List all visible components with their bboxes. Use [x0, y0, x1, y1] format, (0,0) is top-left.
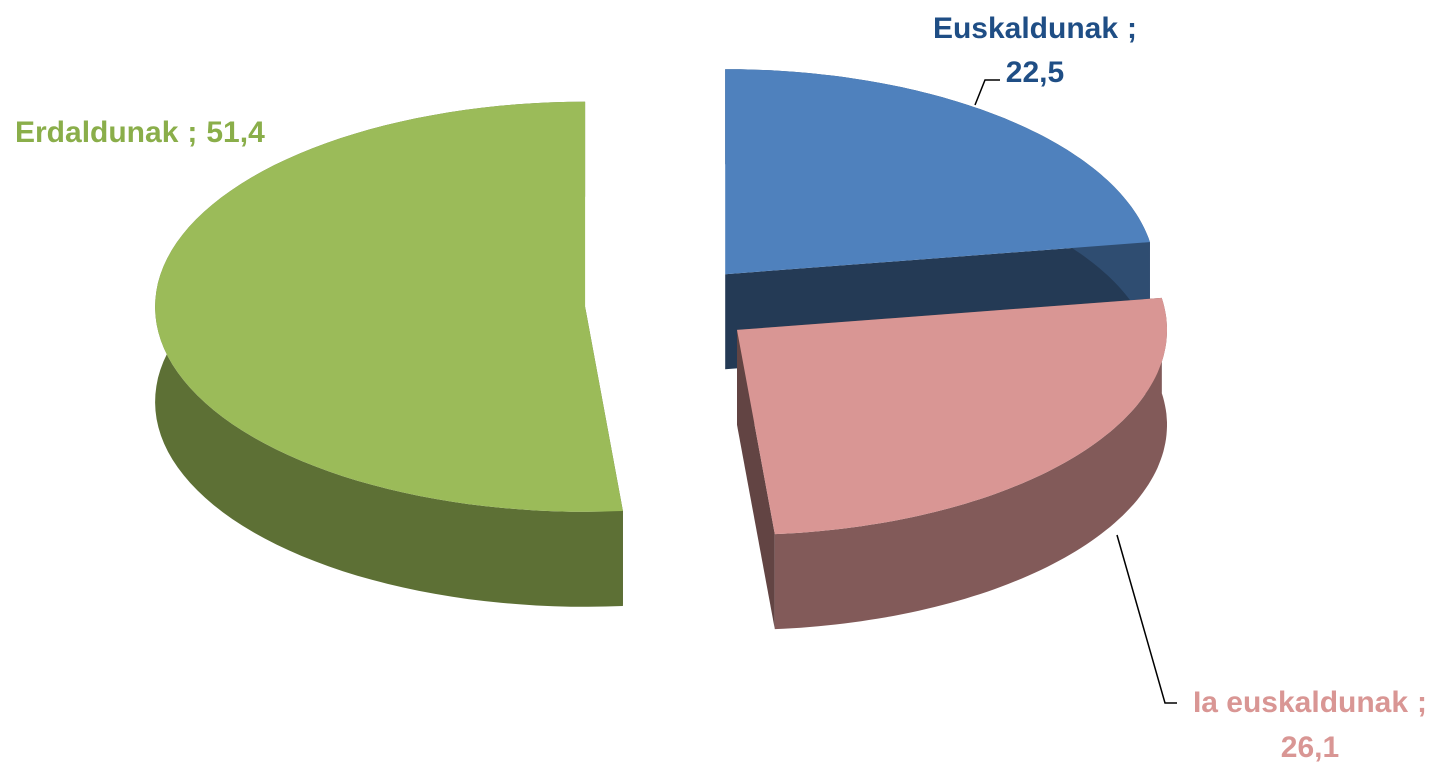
- value-label: 26,1: [1281, 731, 1339, 763]
- label-separator: ;: [187, 116, 197, 149]
- pie: [155, 69, 1167, 630]
- labels: Euskaldunak ; 22,5 Ia euskaldunak ; 26,1 Erdal…: [15, 12, 1427, 763]
- value-label: 22,5: [1006, 56, 1064, 89]
- data-label: Euskaldunak;: [933, 12, 1137, 45]
- category-name: Ia euskaldunak: [1193, 686, 1408, 719]
- category-name: Erdaldunak: [15, 116, 179, 149]
- slice: [737, 297, 1167, 535]
- data-label: Ia euskaldunak;: [1193, 686, 1427, 719]
- slice: [155, 101, 623, 512]
- value-label: 51,4: [206, 116, 265, 149]
- slice-side: [774, 297, 1167, 630]
- data-label: Erdaldunak; 51,4: [15, 116, 265, 149]
- leader-line: [974, 79, 1000, 106]
- slice-side: [737, 329, 775, 630]
- label-separator: ;: [1127, 12, 1137, 45]
- slice: [725, 69, 1150, 275]
- label-separator: ;: [1417, 686, 1427, 719]
- category-name: Euskaldunak: [933, 12, 1118, 45]
- leader-line: [1116, 534, 1177, 704]
